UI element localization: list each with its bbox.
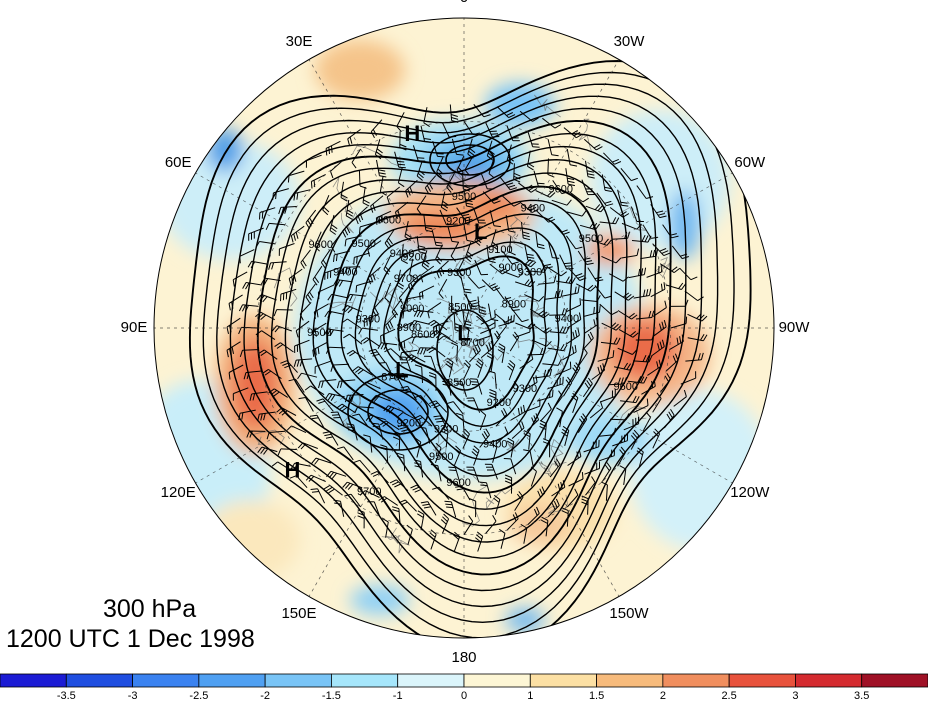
colorbar-tick-label: -2.5 (189, 690, 208, 702)
height-contours (188, 60, 752, 638)
contour-label: 9300 (447, 267, 471, 279)
contour-label: 9300 (518, 267, 542, 279)
contour-label: 8500 (447, 377, 471, 389)
colorbar-swatch (861, 673, 928, 688)
contour-label: 9500 (351, 238, 375, 250)
contour-label: 9600 (549, 184, 573, 196)
contour-label: 9500 (429, 451, 453, 463)
contour-label: 9400 (333, 267, 357, 279)
colorbar-tick-label: 2.5 (721, 690, 736, 702)
colorbar-swatch (331, 673, 399, 688)
colorbar-swatch (65, 673, 133, 688)
colorbar-swatch (198, 673, 266, 688)
lon-90w-label: 90W (779, 319, 811, 336)
colorbar-swatch (264, 673, 332, 688)
longitude-labels: 0 30W 60W 90W 120W 150W 180 150E 120E 90E 60E 30E (121, 0, 811, 666)
colorbar-tick-label: 0 (461, 690, 467, 702)
colorbar-swatch (795, 673, 863, 688)
contour-label: 9500 (452, 191, 476, 203)
colorbar-swatch (463, 673, 531, 688)
contour-label: 9400 (555, 313, 579, 325)
colorbar-tick-label: 3 (792, 690, 798, 702)
contour-label: 8900 (502, 299, 526, 311)
contour-label: 9400 (483, 438, 507, 450)
colorbar: -3.5 -3 -2.5 -2 -1.5 -1 0 1 1.5 2 2.5 3 3.5 (0, 673, 928, 702)
high-pressure-center: H (285, 458, 301, 483)
contour-label: 9300 (356, 314, 380, 326)
colorbar-tick-label: 1 (527, 690, 533, 702)
contour-label: 9400 (390, 248, 414, 260)
colorbar-tick-label: 1.5 (589, 690, 604, 702)
map-border (153, 17, 775, 639)
graticule (154, 18, 774, 638)
lon-0-label: 0 (460, 0, 468, 6)
lon-60w-label: 60W (734, 154, 766, 171)
lon-120e-label: 120E (161, 484, 196, 501)
colorbar-tick-label: -2 (260, 690, 270, 702)
lon-150e-label: 150E (281, 605, 316, 622)
colorbar-swatch (132, 673, 200, 688)
pressure-centers: H L L L H (285, 121, 488, 483)
contour-label: 8500 (448, 302, 472, 314)
colorbar-tick-label: 2 (660, 690, 666, 702)
colorbar-swatch (397, 673, 465, 688)
colorbar-swatch (728, 673, 796, 688)
colorbar-swatch (596, 673, 664, 688)
contour-label: 8700 (460, 337, 484, 349)
lon-180-label: 180 (451, 649, 476, 666)
contour-label: 9600 (309, 239, 333, 251)
contour-label: 8900 (397, 322, 421, 334)
colorbar-tick-label: -3 (128, 690, 138, 702)
colorbar-tick-label: -1.5 (322, 690, 341, 702)
time-title: 1200 UTC 1 Dec 1998 (6, 625, 255, 653)
high-pressure-center: H (404, 121, 420, 146)
contour-label: 8600 (411, 329, 435, 341)
colorbar-tick-label: -1 (393, 690, 403, 702)
colorbar-swatch (529, 673, 597, 688)
lon-60e-label: 60E (165, 154, 192, 171)
contour-label: 9600 (377, 215, 401, 227)
contour-label: 8700 (381, 371, 405, 383)
colorbar-tick-label: -3.5 (57, 690, 76, 702)
contour-label: 9500 (307, 327, 331, 339)
contour-label: 9600 (614, 381, 638, 393)
colorbar-swatch (0, 673, 67, 688)
contour-label: 9700 (357, 486, 381, 498)
lon-90e-label: 90E (121, 319, 148, 336)
contour-label: 9200 (397, 417, 421, 429)
low-pressure-center: L (457, 321, 470, 346)
level-title: 300 hPa (103, 595, 197, 623)
lon-30w-label: 30W (614, 33, 646, 50)
low-pressure-center: L (395, 357, 408, 382)
contour-label: 9300 (434, 424, 458, 436)
contour-label: 9400 (521, 203, 545, 215)
contour-label: 9600 (446, 477, 470, 489)
colorbar-swatch (662, 673, 730, 688)
contour-label: 9000 (498, 262, 522, 274)
contour-label: 9000 (400, 303, 424, 315)
lon-150w-label: 150W (609, 605, 649, 622)
lon-30e-label: 30E (286, 33, 313, 50)
colorbar-tick-label: 3.5 (854, 690, 869, 702)
contour-label: 9500 (579, 233, 603, 245)
contour-label: 9300 (513, 383, 537, 395)
contour-label: 9200 (446, 215, 470, 227)
contour-label: 9100 (488, 244, 512, 256)
low-pressure-center: L (474, 219, 487, 244)
contour-label: 9700 (394, 273, 418, 285)
contour-label: 9200 (487, 397, 511, 409)
contour-label: 9200 (402, 251, 426, 263)
lon-120w-label: 120W (730, 484, 770, 501)
